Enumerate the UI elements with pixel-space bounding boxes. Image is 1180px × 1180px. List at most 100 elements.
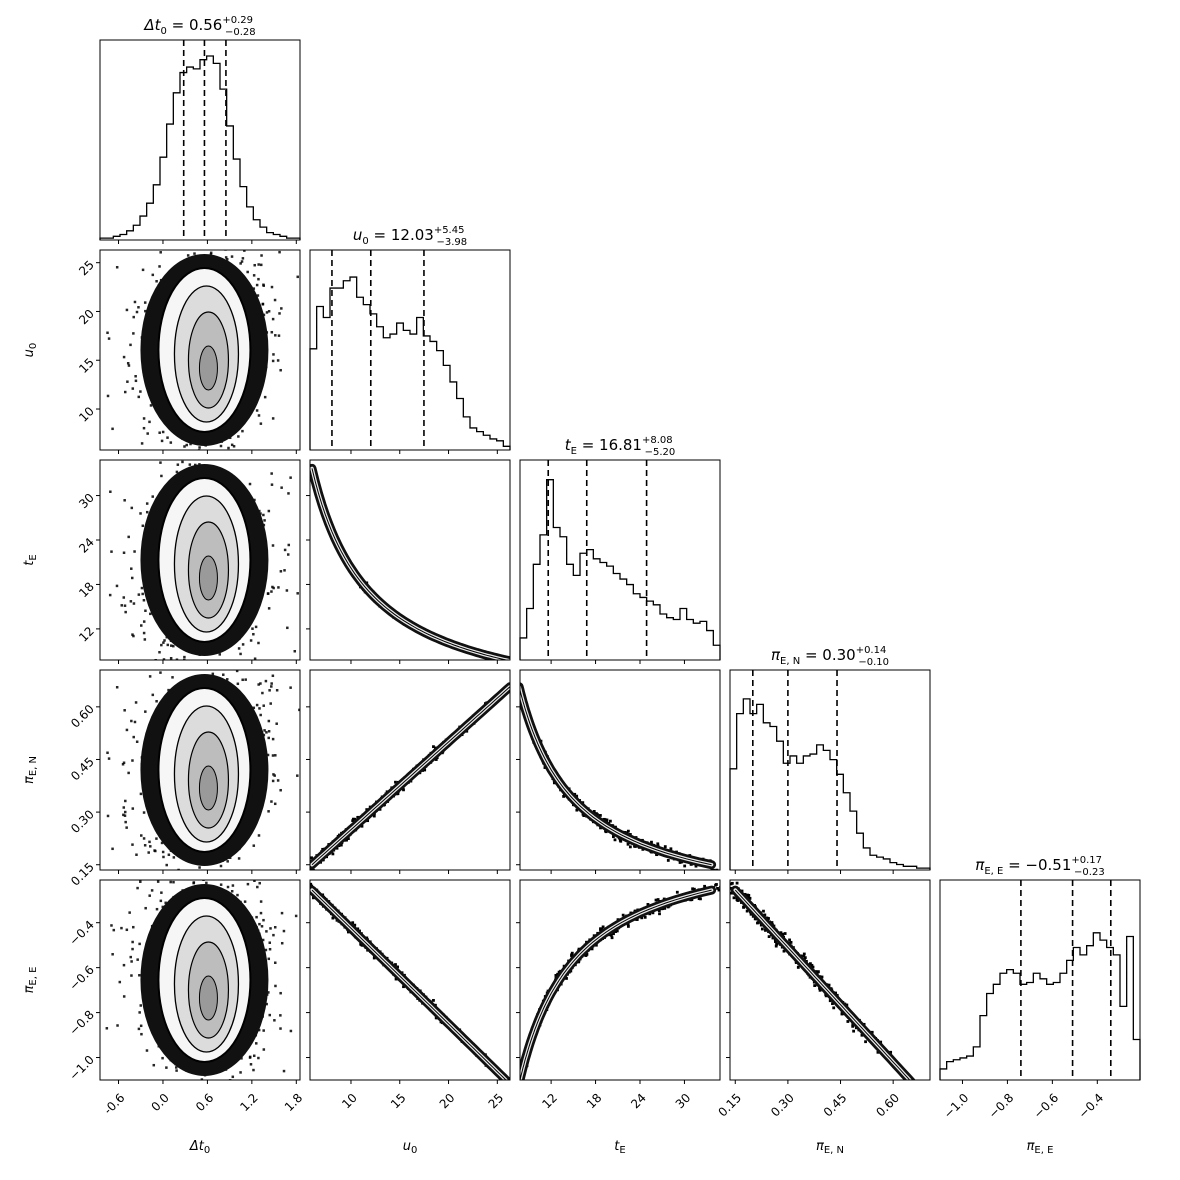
sample-point xyxy=(219,227,222,230)
sample-point xyxy=(126,1093,129,1096)
sample-point xyxy=(272,773,275,776)
sample-point xyxy=(266,592,270,595)
sample-point xyxy=(619,839,623,843)
sample-point xyxy=(251,683,254,686)
sample-point xyxy=(402,788,405,792)
sample-point xyxy=(205,881,208,885)
sample-point xyxy=(258,881,261,885)
sample-point xyxy=(278,857,281,860)
sample-point xyxy=(241,257,245,260)
sample-point xyxy=(434,758,438,761)
sample-point xyxy=(120,926,123,930)
sample-point xyxy=(183,655,186,659)
sample-point xyxy=(604,830,608,834)
sample-point xyxy=(205,456,208,459)
sample-point xyxy=(274,961,277,965)
sample-point xyxy=(263,729,266,732)
sample-point xyxy=(279,991,282,995)
title-2: tE = 16.81+8.08 −5.20 xyxy=(565,435,676,458)
sample-point xyxy=(283,1112,286,1115)
sample-point xyxy=(562,794,566,798)
sample-point xyxy=(231,657,234,660)
sample-point xyxy=(206,201,209,204)
sample-point xyxy=(122,995,126,998)
sample-point xyxy=(272,933,275,937)
sample-point xyxy=(241,678,244,682)
y-tick-label: −0.6 xyxy=(66,963,97,994)
sample-point xyxy=(135,310,139,314)
sample-point xyxy=(215,1105,218,1108)
sample-point xyxy=(229,889,232,892)
sample-point xyxy=(280,911,284,915)
sample-point xyxy=(289,1029,293,1033)
sample-point xyxy=(123,709,126,712)
sample-point xyxy=(353,817,357,821)
sample-point xyxy=(238,209,241,212)
sample-point xyxy=(257,683,260,686)
sample-point xyxy=(145,1049,149,1052)
sample-point xyxy=(262,284,265,287)
sample-point xyxy=(239,219,242,222)
sample-point xyxy=(254,625,258,629)
panel-3-0: 0.150.300.450.60 xyxy=(68,657,301,892)
sample-point xyxy=(137,593,141,596)
x-tick-label: 1.8 xyxy=(282,1091,305,1114)
sample-point xyxy=(260,925,264,928)
sample-point xyxy=(175,450,178,453)
title-0: Δt0 = 0.56+0.29 −0.28 xyxy=(143,15,255,38)
sample-point xyxy=(231,1075,235,1079)
panel-3-2 xyxy=(516,669,721,874)
panel-2-1 xyxy=(306,459,511,664)
sample-point xyxy=(715,868,719,870)
y-tick-label: −0.8 xyxy=(66,1008,97,1039)
sample-point xyxy=(613,838,617,842)
sample-point xyxy=(351,921,355,925)
sample-point xyxy=(182,1097,185,1100)
sample-point xyxy=(277,854,280,857)
sample-point xyxy=(344,838,348,842)
sample-point xyxy=(211,672,215,676)
panel-frame xyxy=(309,249,511,451)
sample-point xyxy=(259,512,262,515)
sample-point xyxy=(239,652,242,656)
sample-point xyxy=(112,928,116,932)
histogram-0 xyxy=(99,55,301,240)
sample-point xyxy=(271,544,275,547)
sample-point xyxy=(178,208,181,211)
sample-point xyxy=(161,1056,164,1060)
sample-point xyxy=(183,445,186,448)
sample-point xyxy=(256,885,259,889)
sample-point xyxy=(270,285,274,289)
sample-point xyxy=(159,461,162,464)
sample-point xyxy=(282,929,286,933)
sample-point xyxy=(331,852,335,856)
sample-point xyxy=(351,819,355,823)
sample-point xyxy=(123,390,127,394)
sample-point xyxy=(152,1063,156,1067)
sample-point xyxy=(255,1042,258,1045)
panel-frame xyxy=(99,879,301,1081)
sample-point xyxy=(159,671,162,674)
sample-point xyxy=(134,374,137,378)
sample-point xyxy=(267,810,270,813)
sample-point xyxy=(212,240,215,243)
sample-point xyxy=(269,702,272,705)
sample-point xyxy=(202,871,205,874)
sample-point xyxy=(186,454,189,457)
sample-point xyxy=(186,876,189,879)
sample-point xyxy=(237,857,241,860)
panel-2-2: tE = 16.81+8.08 −5.20 xyxy=(519,435,721,664)
panel-frame xyxy=(99,249,301,451)
sample-point xyxy=(236,893,239,897)
sample-point xyxy=(262,704,265,707)
sample-point xyxy=(275,689,279,692)
sample-point xyxy=(248,482,252,486)
sample-point xyxy=(220,461,223,464)
panel-frame xyxy=(309,669,511,871)
sample-point xyxy=(261,691,264,695)
sample-point xyxy=(137,1027,141,1031)
x-tick-label: -0.6 xyxy=(101,1091,127,1117)
sample-point xyxy=(246,270,249,274)
sample-point xyxy=(273,802,277,806)
sample-point xyxy=(144,906,147,910)
